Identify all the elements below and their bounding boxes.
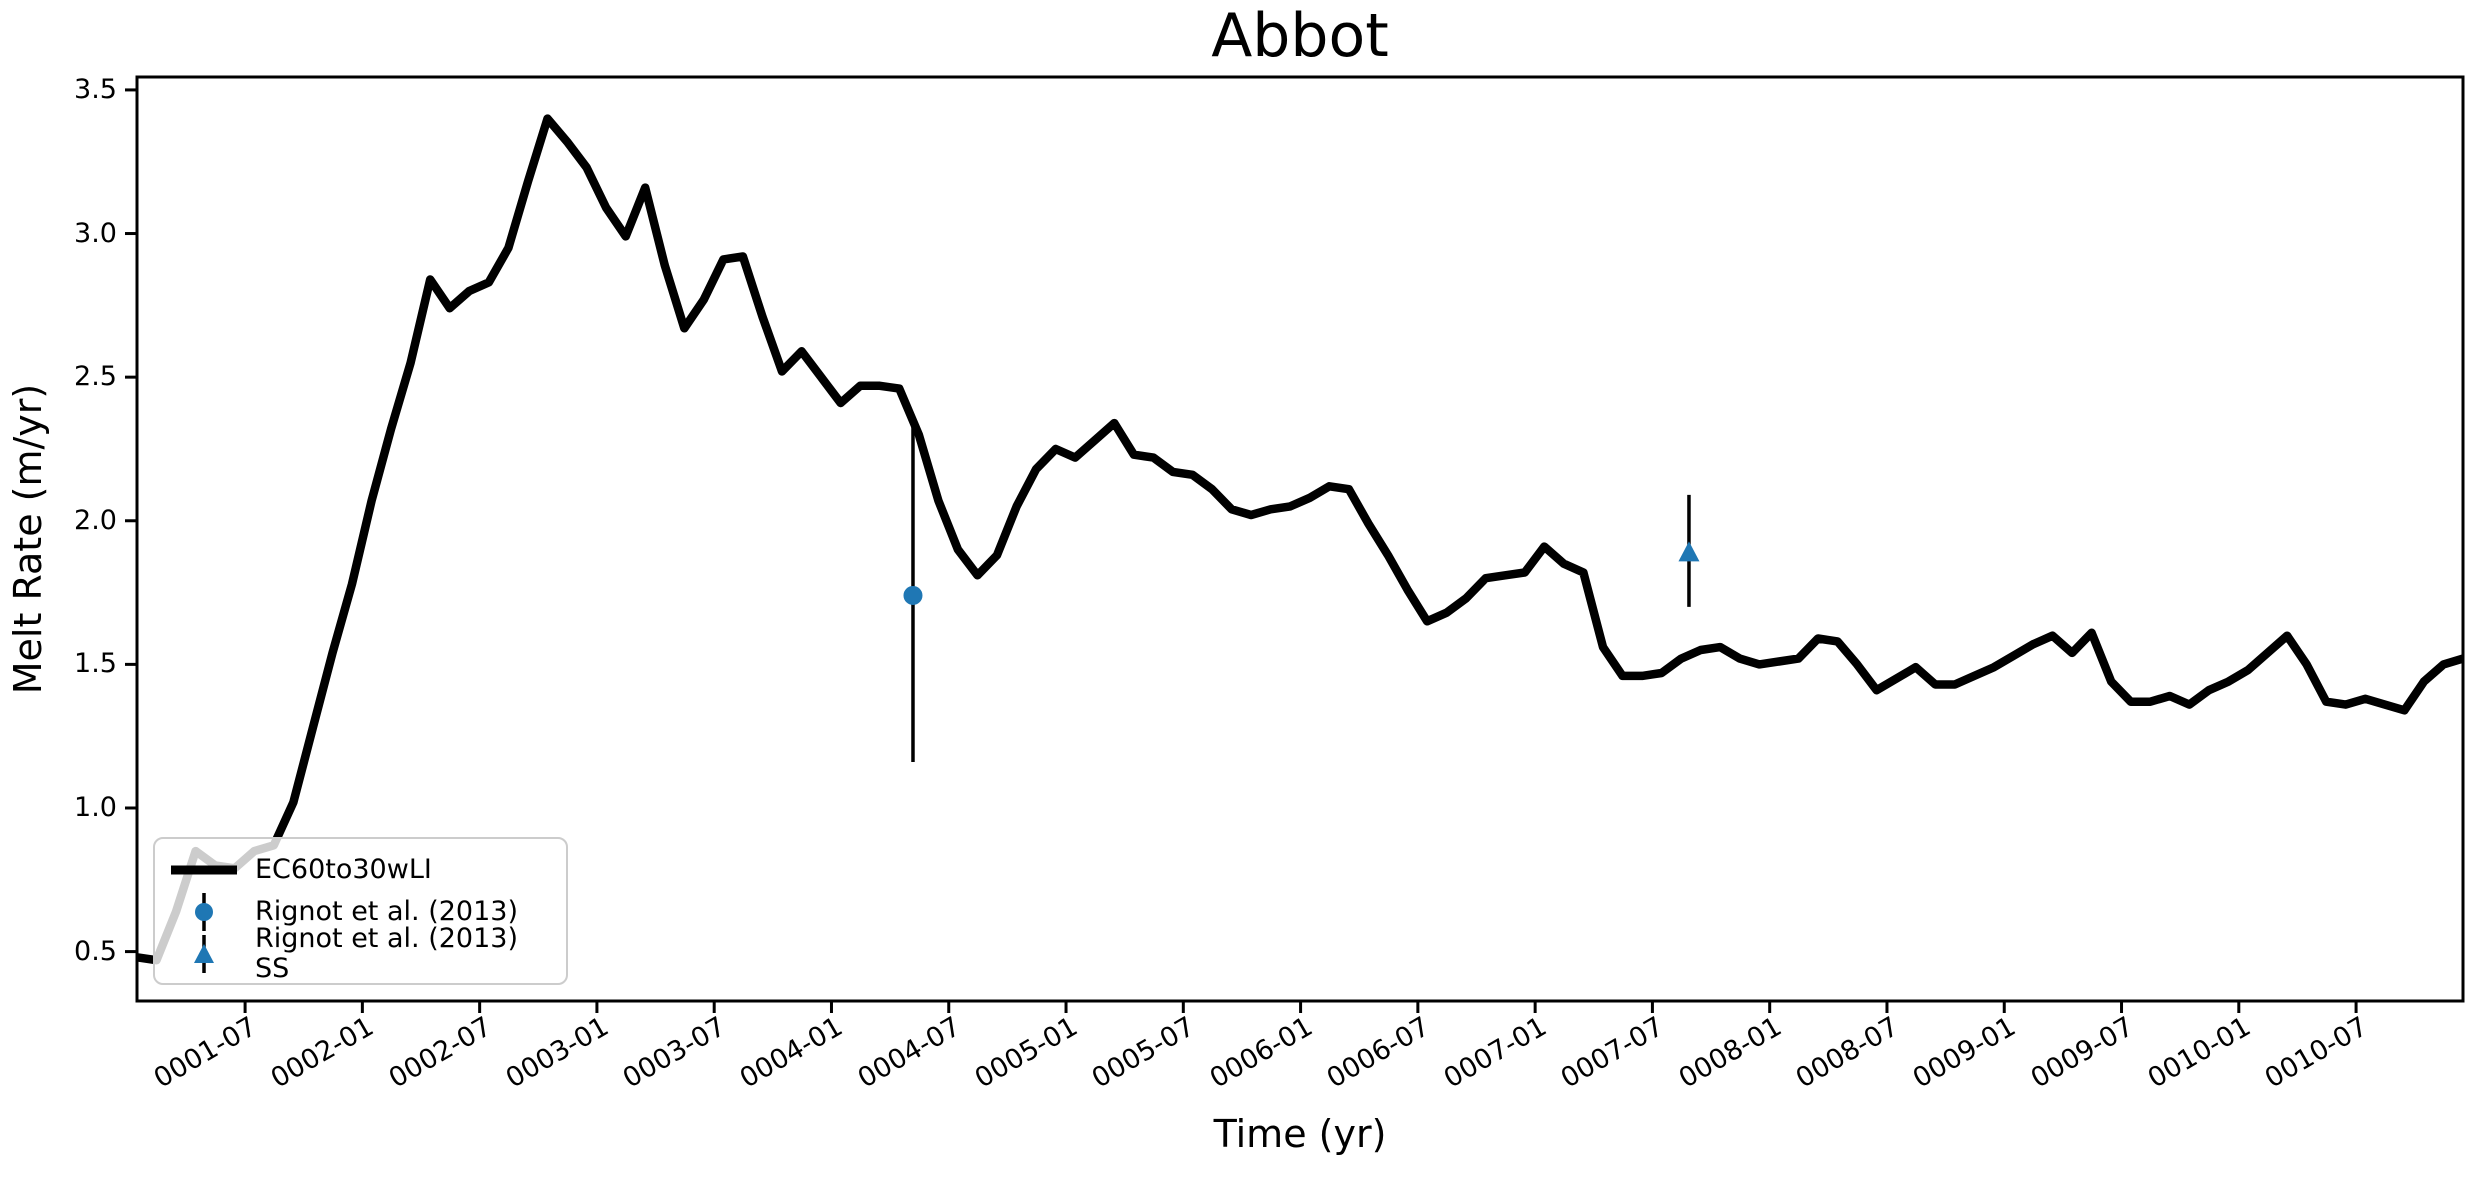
y-tick-label: 3.0: [74, 217, 117, 249]
y-tick-label: 0.5: [74, 935, 117, 967]
y-tick-label: 3.5: [74, 73, 117, 105]
series-line-EC60to30wLI: [136, 114, 2465, 965]
legend-label-rignot: Rignot et al. (2013): [255, 896, 518, 927]
line-swatch-icon: [171, 865, 237, 875]
y-tick-label: 2.0: [74, 504, 117, 536]
legend-item-rignot-obs: Rignot et al. (2013): [163, 891, 556, 933]
x-axis-label: Time (yr): [1213, 1112, 1387, 1156]
obs-circle-marker: [903, 585, 923, 605]
legend-label-model: EC60to30wLI: [255, 854, 432, 885]
legend-label-rignot-ss: Rignot et al. (2013) SS: [255, 923, 518, 984]
circle-errorbar-icon: [195, 893, 213, 931]
y-tick-label: 1.0: [74, 791, 117, 823]
legend-item-rignot-ss-obs: Rignot et al. (2013) SS: [163, 924, 556, 984]
legend: EC60to30wLI Rignot et al. (2013) Rignot …: [153, 837, 568, 985]
y-tick-label: 1.5: [74, 648, 117, 680]
legend-item-model-series: EC60to30wLI: [163, 849, 556, 891]
triangle-errorbar-icon: [194, 935, 214, 973]
y-tick-label: 2.5: [74, 361, 117, 393]
chart-title: Abbot: [1211, 1, 1389, 71]
obs-triangle-marker: [1678, 541, 1700, 562]
